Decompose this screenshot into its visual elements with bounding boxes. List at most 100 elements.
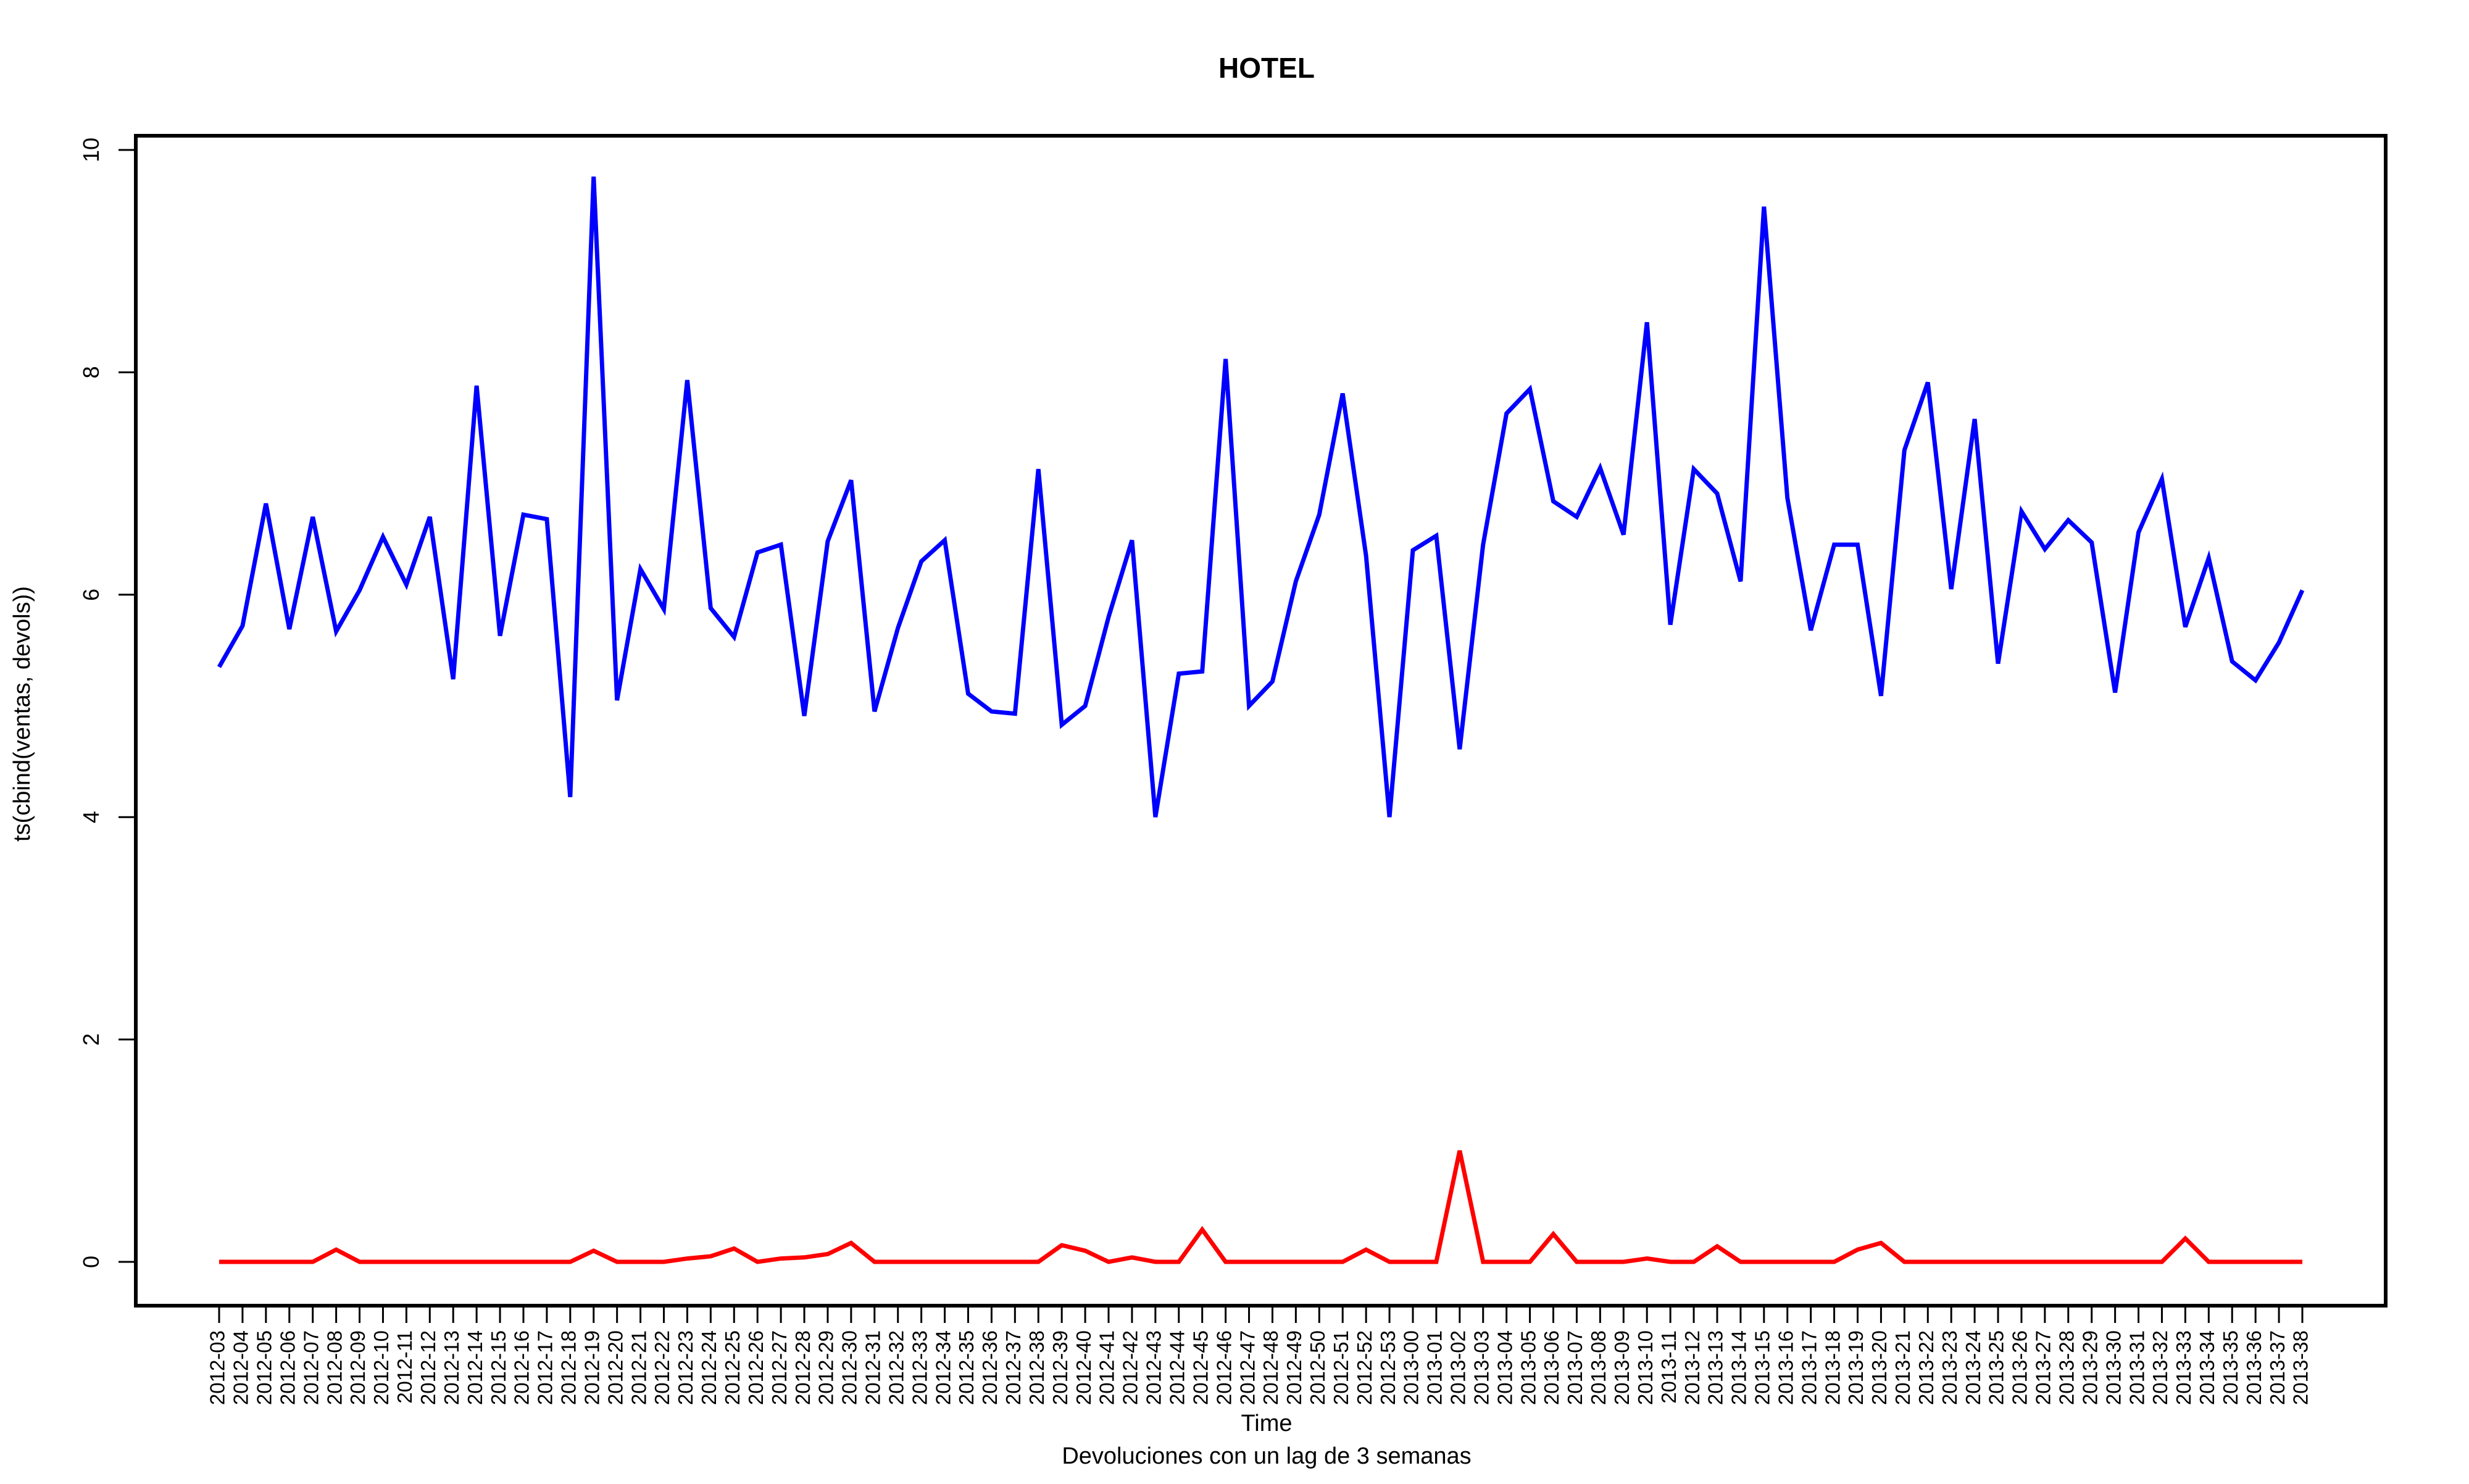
x-tick-label: 2012-08 <box>323 1330 346 1405</box>
x-tick-label: 2013-23 <box>1938 1330 1961 1405</box>
x-tick-label: 2012-11 <box>393 1330 416 1404</box>
chart-subtitle: Devoluciones con un lag de 3 semanas <box>1062 1443 1471 1469</box>
x-tick-label: 2013-09 <box>1610 1330 1633 1405</box>
series-line-2 <box>219 1150 2302 1264</box>
x-tick-label: 2013-20 <box>1868 1330 1891 1405</box>
x-tick-label: 2012-41 <box>1096 1330 1118 1405</box>
x-tick-label: 2012-22 <box>651 1330 673 1405</box>
x-tick-label: 2013-35 <box>2219 1330 2242 1405</box>
x-tick-label: 2012-49 <box>1283 1330 1305 1405</box>
x-tick-label: 2012-33 <box>908 1330 931 1405</box>
y-tick-label: 10 <box>78 138 104 162</box>
x-tick-label: 2012-14 <box>464 1330 486 1405</box>
x-tick-label: 2013-32 <box>2149 1330 2171 1405</box>
x-tick-label: 2013-07 <box>1563 1330 1586 1405</box>
x-tick-label: 2013-17 <box>1797 1330 1820 1405</box>
x-tick-label: 2013-08 <box>1587 1330 1610 1405</box>
x-tick-label: 2012-40 <box>1072 1330 1095 1405</box>
x-tick-label: 2013-25 <box>1985 1330 2008 1405</box>
x-tick-label: 2012-25 <box>721 1330 744 1405</box>
x-tick-label: 2012-46 <box>1212 1330 1235 1405</box>
x-tick-label: 2012-43 <box>1143 1330 1165 1405</box>
x-tick-label: 2013-27 <box>2032 1330 2055 1405</box>
x-tick-label: 2012-24 <box>697 1330 720 1405</box>
series-line-1 <box>217 176 2305 818</box>
x-tick-label: 2012-03 <box>206 1330 229 1405</box>
x-tick-label: 2013-00 <box>1400 1330 1423 1405</box>
x-tick-label: 2012-45 <box>1189 1330 1212 1405</box>
x-tick-label: 2012-34 <box>931 1330 954 1405</box>
x-tick-label: 2012-15 <box>487 1330 510 1405</box>
x-tick-label: 2013-34 <box>2196 1330 2218 1405</box>
x-tick-label: 2012-44 <box>1165 1330 1188 1405</box>
x-tick-label: 2012-50 <box>1306 1330 1329 1405</box>
chart-title: HOTEL <box>1218 52 1315 84</box>
x-tick-label: 2012-42 <box>1119 1330 1142 1405</box>
y-tick-label: 4 <box>78 811 104 823</box>
x-tick-label: 2013-10 <box>1634 1330 1657 1405</box>
x-tick-label: 2012-36 <box>978 1330 1001 1405</box>
x-tick-label: 2013-05 <box>1517 1330 1539 1405</box>
x-tick-label: 2012-27 <box>768 1330 791 1405</box>
plot-frame <box>134 134 2388 1308</box>
x-tick-label: 2013-14 <box>1728 1330 1751 1405</box>
x-tick-label: 2013-03 <box>1470 1330 1493 1405</box>
x-tick-label: 2013-21 <box>1891 1330 1914 1405</box>
x-tick-label: 2013-19 <box>1844 1330 1867 1405</box>
x-tick-label: 2012-07 <box>299 1330 322 1405</box>
x-tick-label: 2013-24 <box>1962 1330 1984 1405</box>
x-tick-label: 2012-52 <box>1353 1330 1376 1405</box>
x-tick-label: 2013-37 <box>2266 1330 2289 1405</box>
x-tick-label: 2012-20 <box>604 1330 627 1405</box>
x-tick-label: 2012-37 <box>1002 1330 1025 1405</box>
x-tick-label: 2012-13 <box>440 1330 463 1405</box>
x-tick-label: 2013-11 <box>1657 1330 1680 1404</box>
x-tick-label: 2013-15 <box>1751 1330 1774 1405</box>
y-tick-label: 8 <box>78 366 104 378</box>
x-tick-label: 2013-33 <box>2172 1330 2195 1405</box>
x-tick-label: 2012-12 <box>417 1330 439 1405</box>
x-tick-label: 2013-13 <box>1704 1330 1727 1405</box>
x-tick-label: 2013-02 <box>1447 1330 1470 1405</box>
x-axis: 2012-03 2012-04 2012-05 2012-06 2012-07 2012-… <box>206 1304 2312 1405</box>
x-tick-label: 2012-30 <box>838 1330 861 1405</box>
x-tick-label: 2013-22 <box>1915 1330 1938 1405</box>
y-tick-label: 2 <box>78 1034 104 1046</box>
x-tick-label: 2012-31 <box>862 1330 885 1405</box>
x-tick-label: 2013-04 <box>1493 1330 1516 1405</box>
x-tick-label: 2012-19 <box>580 1330 603 1405</box>
x-tick-label: 2013-06 <box>1540 1330 1563 1405</box>
x-tick-label: 2012-35 <box>955 1330 978 1405</box>
x-tick-label: 2012-48 <box>1259 1330 1282 1405</box>
x-tick-label: 2012-06 <box>276 1330 299 1405</box>
y-tick-label: 6 <box>78 589 104 601</box>
y-tick-label: 0 <box>78 1256 104 1268</box>
x-tick-label: 2012-29 <box>815 1330 838 1405</box>
x-tick-label: 2013-31 <box>2125 1330 2148 1405</box>
x-tick-label: 2012-04 <box>230 1330 252 1405</box>
x-tick-label: 2012-39 <box>1049 1330 1072 1405</box>
x-tick-label: 2013-26 <box>2009 1330 2031 1405</box>
x-tick-label: 2013-12 <box>1681 1330 1704 1405</box>
x-tick-label: 2013-01 <box>1423 1330 1446 1405</box>
x-tick-label: 2012-28 <box>791 1330 814 1405</box>
x-tick-label: 2013-38 <box>2289 1330 2312 1405</box>
series-layer <box>217 176 2305 1264</box>
x-tick-label: 2012-05 <box>253 1330 276 1405</box>
x-axis-label: Time <box>1241 1411 1292 1436</box>
x-tick-label: 2013-28 <box>2055 1330 2078 1405</box>
x-tick-label: 2012-10 <box>370 1330 393 1405</box>
x-tick-label: 2012-18 <box>557 1330 580 1405</box>
x-tick-label: 2012-53 <box>1376 1330 1399 1405</box>
x-tick-label: 2013-18 <box>1821 1330 1844 1405</box>
x-tick-label: 2012-21 <box>627 1330 650 1405</box>
x-tick-label: 2013-30 <box>2102 1330 2125 1405</box>
y-axis-label: ts(cbind(ventas, devols)) <box>9 586 35 842</box>
x-tick-label: 2012-32 <box>885 1330 907 1405</box>
x-tick-label: 2012-17 <box>534 1330 557 1405</box>
x-tick-label: 2012-16 <box>510 1330 533 1405</box>
x-tick-label: 2012-09 <box>346 1330 369 1405</box>
